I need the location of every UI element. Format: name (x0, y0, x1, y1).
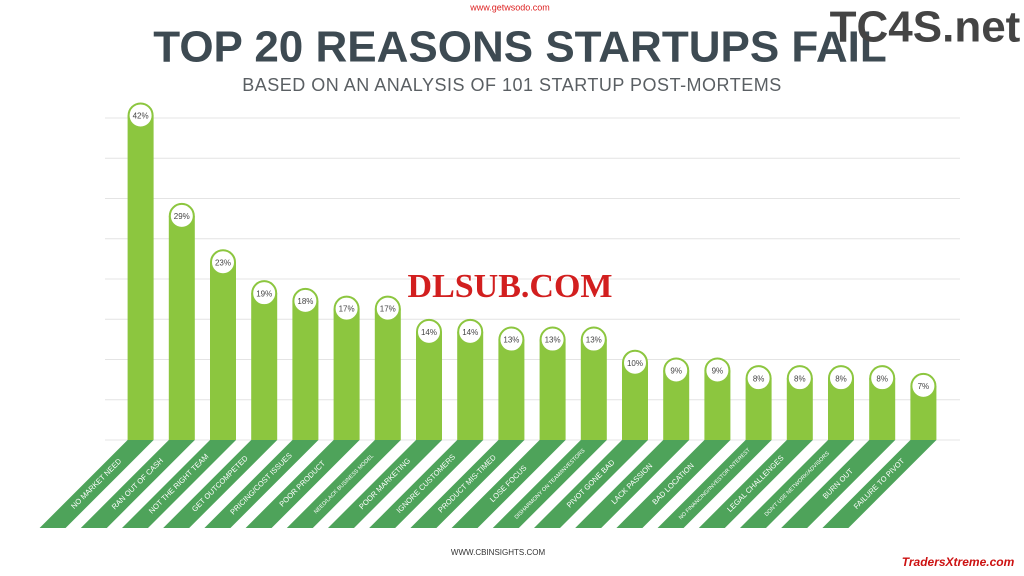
value-badge (869, 365, 896, 392)
category-ribbon (451, 440, 566, 528)
category-ribbon (245, 440, 360, 528)
watermark: TradersXtreme.com (902, 555, 1015, 569)
value-badge (210, 249, 236, 276)
value-badge (622, 349, 648, 376)
value-label: 14% (462, 328, 478, 337)
value-label: 10% (627, 359, 643, 368)
value-label: 13% (545, 336, 561, 345)
bar (416, 331, 442, 440)
category-ribbon (122, 440, 236, 528)
value-label: 13% (586, 336, 602, 345)
category-ribbon (575, 440, 690, 528)
value-label: 9% (712, 367, 724, 376)
bar (210, 262, 236, 440)
value-label: 19% (256, 289, 272, 298)
bar (333, 308, 360, 440)
bar (251, 293, 278, 440)
value-label: 13% (503, 336, 519, 345)
bar (127, 115, 154, 441)
category-ribbon (822, 440, 937, 528)
value-badge (580, 326, 607, 353)
bar (292, 300, 319, 440)
value-badge (292, 287, 319, 314)
value-label: 9% (670, 367, 682, 376)
value-badge (745, 365, 772, 392)
category-ribbon (369, 440, 484, 528)
value-badge (333, 295, 360, 322)
category-ribbon (39, 440, 154, 528)
value-label: 8% (794, 374, 806, 383)
value-label: 29% (174, 212, 190, 221)
value-label: 42% (133, 112, 149, 121)
value-label: 17% (380, 305, 396, 314)
value-badge (457, 318, 484, 345)
value-label: 14% (421, 328, 437, 337)
category-ribbon (328, 440, 442, 528)
bar (580, 339, 607, 440)
category-ribbon (616, 440, 731, 528)
value-badge (704, 357, 731, 384)
category-ribbon (410, 440, 525, 528)
value-label: 8% (835, 374, 847, 383)
value-badge (910, 372, 937, 399)
value-badge (374, 295, 401, 322)
bar (374, 308, 401, 440)
watermark: TC4S.net (830, 3, 1021, 52)
value-label: 18% (297, 297, 313, 306)
value-badge (168, 202, 195, 229)
category-ribbon (286, 440, 401, 528)
value-badge (416, 318, 442, 345)
value-badge (127, 102, 154, 129)
bar (168, 215, 195, 440)
value-label: 17% (339, 305, 355, 314)
category-ribbon (740, 440, 854, 528)
value-label: 8% (753, 374, 765, 383)
value-badge (828, 365, 854, 392)
category-ribbon (163, 440, 278, 528)
bar (498, 339, 525, 440)
bar (539, 339, 566, 440)
value-badge (498, 326, 525, 353)
category-ribbon (657, 440, 772, 528)
source: WWW.CBINSIGHTS.COM (451, 548, 546, 557)
category-ribbon (80, 440, 195, 528)
value-badge (786, 365, 813, 392)
category-ribbon (204, 440, 319, 528)
watermark: DLSUB.COM (408, 268, 613, 305)
category-ribbon (781, 440, 896, 528)
watermark: www.getwsodo.com (469, 2, 550, 12)
category-ribbon (698, 440, 813, 528)
category-ribbon (534, 440, 648, 528)
value-badge (251, 280, 278, 307)
value-badge (539, 326, 566, 353)
value-label: 23% (215, 258, 231, 267)
value-badge (663, 357, 690, 384)
category-ribbon (492, 440, 607, 528)
bar (457, 331, 484, 440)
chart-subtitle: BASED ON AN ANALYSIS OF 101 STARTUP POST… (242, 75, 781, 95)
value-label: 8% (876, 374, 888, 383)
chart-title: TOP 20 REASONS STARTUPS FAIL (153, 23, 886, 72)
value-label: 7% (918, 382, 930, 391)
